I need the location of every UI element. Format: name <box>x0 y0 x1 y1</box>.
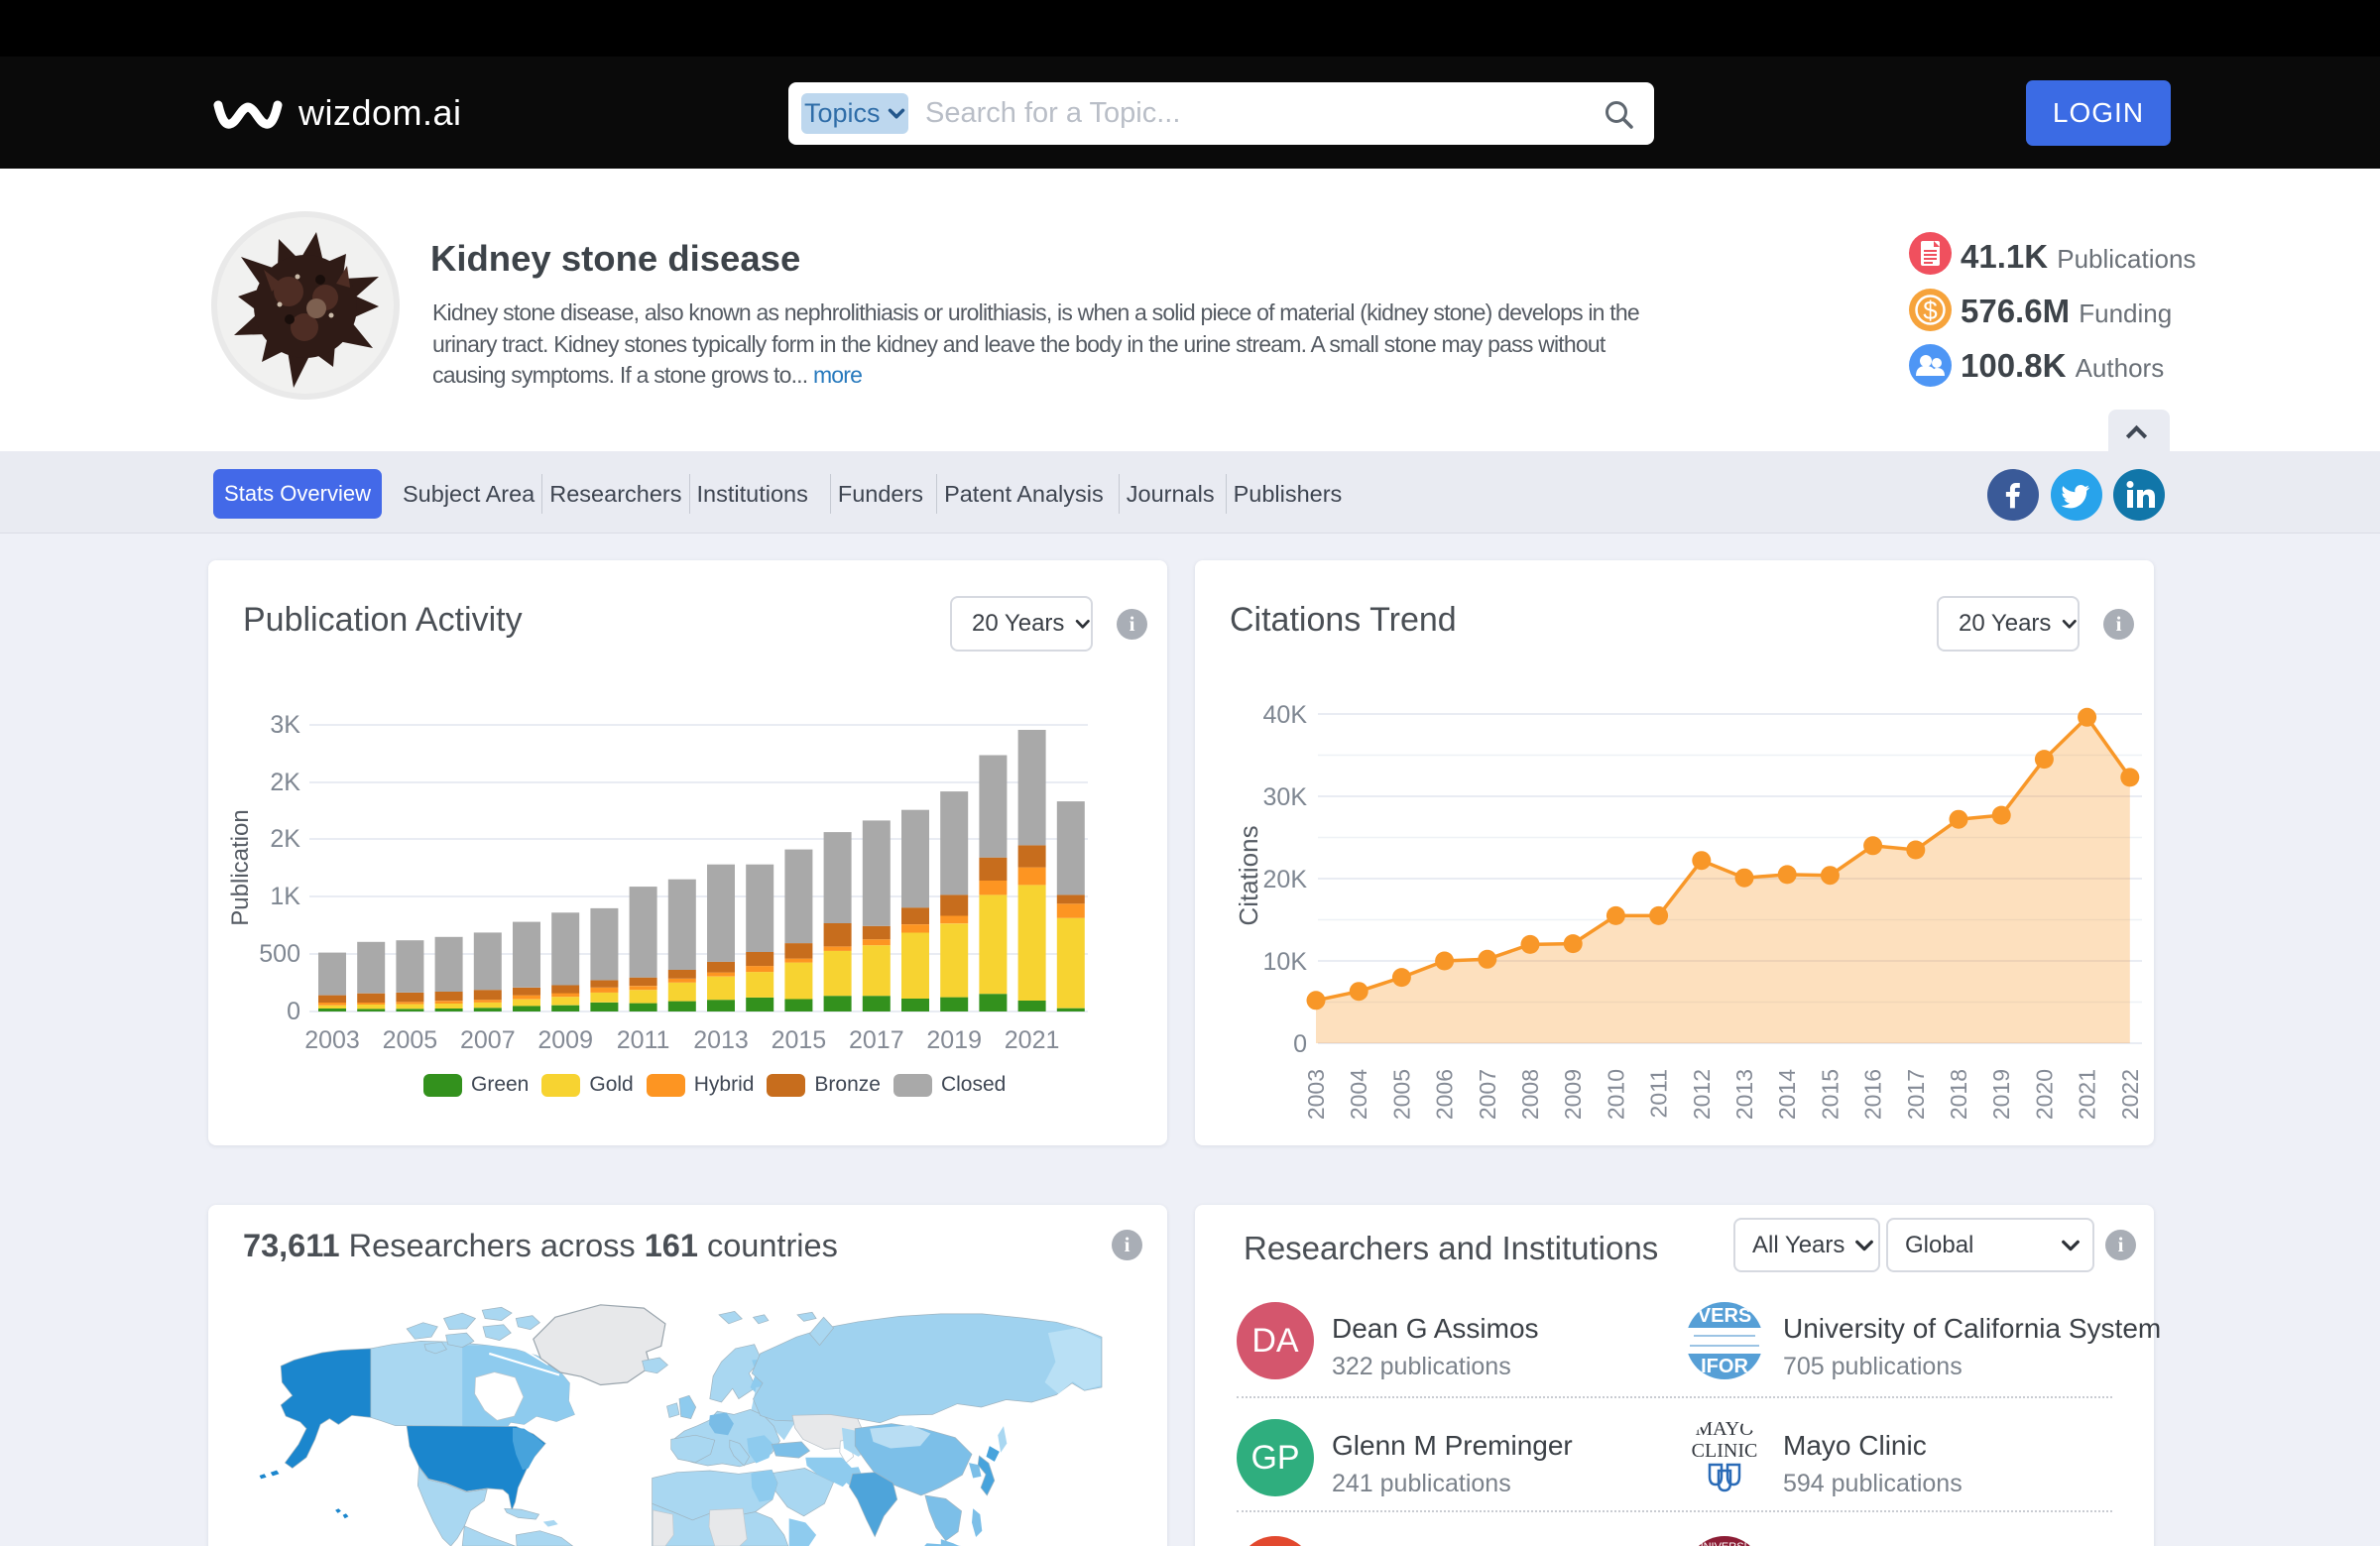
svg-text:2004: 2004 <box>1346 1069 1371 1120</box>
svg-text:2003: 2003 <box>304 1026 360 1054</box>
svg-text:40K: 40K <box>1263 701 1308 729</box>
svg-text:IFOR: IFOR <box>1701 1356 1748 1377</box>
svg-text:CLINIC: CLINIC <box>1692 1440 1758 1462</box>
svg-text:2018: 2018 <box>1946 1069 1971 1120</box>
svg-text:2014: 2014 <box>1774 1069 1800 1120</box>
svg-text:2005: 2005 <box>383 1026 438 1054</box>
svg-text:20K: 20K <box>1263 866 1308 893</box>
svg-text:1K: 1K <box>270 883 300 910</box>
svg-text:2009: 2009 <box>537 1026 593 1054</box>
svg-text:2017: 2017 <box>1903 1069 1929 1120</box>
svg-text:2009: 2009 <box>1560 1069 1586 1120</box>
svg-text:2013: 2013 <box>1731 1069 1757 1120</box>
svg-text:2011: 2011 <box>617 1026 670 1054</box>
svg-text:2015: 2015 <box>772 1026 827 1054</box>
svg-text:30K: 30K <box>1263 783 1308 811</box>
svg-text:2003: 2003 <box>1303 1069 1329 1120</box>
svg-text:2019: 2019 <box>926 1026 982 1054</box>
svg-text:2022: 2022 <box>2117 1069 2143 1120</box>
svg-text:2012: 2012 <box>1689 1069 1715 1120</box>
svg-text:2019: 2019 <box>1988 1069 2014 1120</box>
svg-text:2K: 2K <box>270 825 300 853</box>
svg-text:3K: 3K <box>270 711 300 739</box>
svg-text:2006: 2006 <box>1432 1069 1458 1120</box>
svg-text:0: 0 <box>287 998 300 1025</box>
svg-text:2020: 2020 <box>2031 1069 2057 1120</box>
svg-text:MAYO: MAYO <box>1695 1419 1753 1440</box>
svg-text:0: 0 <box>1293 1030 1307 1058</box>
svg-text:2017: 2017 <box>849 1026 904 1054</box>
svg-text:2010: 2010 <box>1603 1069 1628 1120</box>
svg-text:2015: 2015 <box>1817 1069 1843 1120</box>
svg-text:Citations: Citations <box>1234 825 1263 925</box>
svg-text:2007: 2007 <box>460 1026 516 1054</box>
svg-text:2011: 2011 <box>1646 1069 1672 1118</box>
svg-text:Publication: Publication <box>227 809 254 925</box>
svg-text:2007: 2007 <box>1475 1069 1500 1120</box>
svg-text:10K: 10K <box>1263 948 1308 976</box>
svg-text:$: $ <box>1923 296 1938 325</box>
svg-text:2013: 2013 <box>693 1026 749 1054</box>
svg-text:2016: 2016 <box>1860 1069 1886 1120</box>
svg-text:UNIVERSIT: UNIVERSIT <box>1696 1541 1754 1546</box>
svg-text:2K: 2K <box>270 769 300 796</box>
svg-text:2021: 2021 <box>2075 1069 2100 1120</box>
svg-text:2008: 2008 <box>1517 1069 1543 1120</box>
svg-text:500: 500 <box>259 940 300 968</box>
svg-text:2021: 2021 <box>1005 1026 1060 1054</box>
svg-text:VERS: VERS <box>1698 1305 1751 1327</box>
svg-text:2005: 2005 <box>1388 1069 1414 1120</box>
